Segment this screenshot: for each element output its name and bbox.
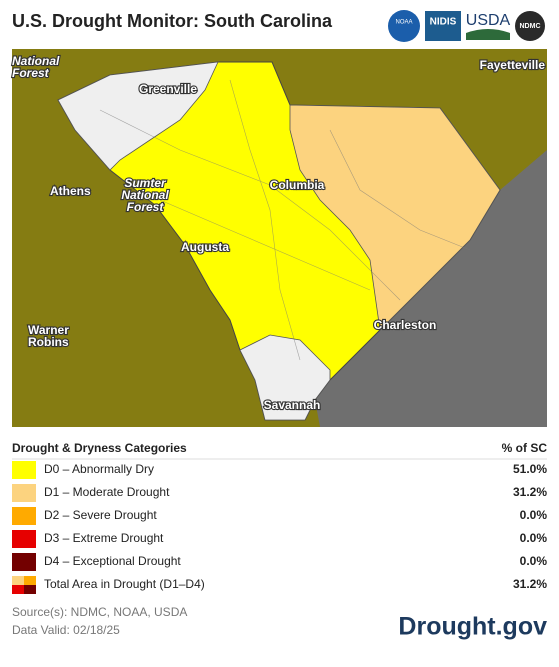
legend-swatch: [24, 585, 36, 594]
legend-label: D2 – Severe Drought: [44, 508, 157, 522]
legend-value: 0.0%: [520, 531, 548, 545]
legend-label: D1 – Moderate Drought: [44, 485, 170, 499]
map-label: Fayetteville: [480, 58, 546, 72]
map-label: Augusta: [181, 240, 229, 254]
legend-value: 31.2%: [513, 577, 547, 591]
legend-swatch: [12, 530, 36, 548]
map-label: National: [12, 54, 60, 68]
legend-swatch: [24, 576, 36, 585]
legend-swatch: [12, 553, 36, 571]
logo-noaa: NOAA: [395, 20, 412, 26]
legend-value: 0.0%: [520, 508, 548, 522]
legend-column: % of SC: [502, 441, 548, 455]
brand: Drought.gov: [398, 613, 547, 641]
sources: Source(s): NDMC, NOAA, USDA: [12, 605, 187, 619]
legend-label: Total Area in Drought (D1–D4): [44, 577, 205, 591]
map-labels: NationalForestFayettevilleGreenvilleAthe…: [11, 53, 547, 413]
title: U.S. Drought Monitor: South Carolina: [12, 11, 333, 31]
logo-nidis: NIDIS: [430, 17, 457, 28]
legend-label: D4 – Exceptional Drought: [44, 554, 181, 568]
map: [12, 49, 547, 427]
legend-swatch: [12, 507, 36, 525]
legend-label: D3 – Extreme Drought: [44, 531, 164, 545]
legend-swatch: [12, 585, 24, 594]
map-label: National: [121, 188, 169, 202]
legend-value: 31.2%: [513, 485, 547, 499]
map-label: Charleston: [374, 318, 437, 332]
legend-swatch: [12, 461, 36, 479]
logo-usda: USDA: [466, 12, 511, 29]
legend-rows: D0 – Abnormally Dry 51.0% D1 – Moderate Dr…: [12, 461, 547, 594]
map-label: Forest: [12, 66, 50, 80]
map-label: Robins: [28, 335, 69, 349]
data-valid: Data Valid: 02/18/25: [12, 623, 120, 637]
logos: NOAA NIDIS USDA NDMC: [388, 10, 545, 42]
logo-ndmc: NDMC: [520, 23, 541, 30]
legend-swatch: [12, 576, 24, 585]
map-label: Greenville: [139, 82, 197, 96]
map-label: Forest: [127, 200, 165, 214]
map-label: Sumter: [124, 176, 167, 190]
map-label: Warner: [28, 323, 69, 337]
legend-swatch: [12, 484, 36, 502]
map-label: Athens: [50, 184, 91, 198]
legend-label: D0 – Abnormally Dry: [44, 462, 154, 476]
legend-title: Drought & Dryness Categories: [12, 441, 187, 455]
legend-value: 51.0%: [513, 462, 547, 476]
map-label: Columbia: [270, 178, 325, 192]
legend-value: 0.0%: [520, 554, 548, 568]
map-label: Savannah: [264, 398, 321, 412]
